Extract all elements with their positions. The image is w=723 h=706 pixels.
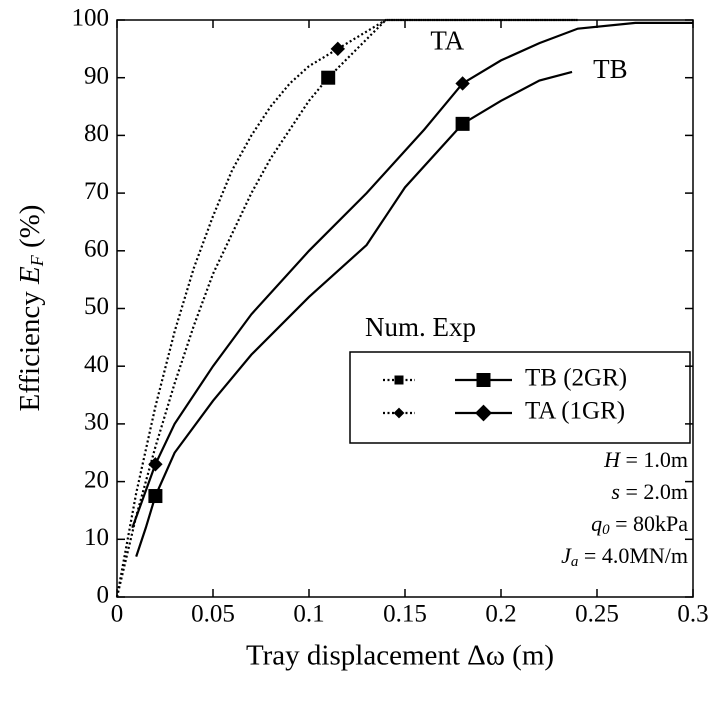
x-tick-label: 0.2: [485, 601, 516, 628]
y-tick-label: 90: [84, 62, 109, 89]
y-tick-label: 30: [84, 409, 109, 436]
y-tick-label: 70: [84, 178, 109, 205]
series-line: [115, 18, 578, 598]
legend-title: Num. Exp: [365, 312, 476, 342]
parameter: H = 1.0m: [603, 447, 688, 472]
legend-marker: [394, 375, 404, 385]
parameter-value: = 2.0m: [620, 479, 688, 504]
legend-marker: [475, 404, 492, 422]
x-tick-label: 0.3: [677, 601, 708, 628]
parameter-value: = 1.0m: [620, 447, 688, 472]
annotation: TB: [593, 54, 628, 84]
x-tick-label: 0.05: [191, 601, 235, 628]
parameter-symbol: J: [561, 543, 572, 568]
y-label-text: Efficiency: [14, 284, 46, 411]
marker: [455, 116, 470, 131]
x-tick-label: 0.15: [383, 601, 427, 628]
series-line: [115, 18, 578, 598]
legend-marker: [393, 407, 405, 419]
marker: [148, 457, 163, 472]
plot-frame: [116, 19, 694, 598]
y-axis-label: Efficiency EF (%): [14, 205, 47, 412]
marker: [321, 70, 336, 85]
x-axis-label: Tray displacement Δω (m): [246, 640, 554, 672]
parameter-sub: a: [571, 554, 579, 570]
y-label-unit: (%): [14, 205, 46, 256]
marker: [148, 489, 163, 504]
legend-label: TB (2GR): [525, 365, 627, 392]
parameter-symbol: s: [611, 479, 620, 504]
legend-box: [349, 351, 691, 444]
y-tick-label: 100: [72, 5, 110, 32]
y-label-sub: F: [27, 254, 47, 267]
x-tick-label: 0.25: [575, 601, 619, 628]
y-tick-label: 0: [97, 582, 110, 609]
parameter: Ja = 4.0MN/m: [561, 543, 688, 570]
parameter: s = 2.0m: [611, 479, 688, 504]
legend-marker: [476, 373, 491, 387]
parameter-sub: 0: [602, 522, 610, 538]
series-line: [131, 21, 693, 529]
series-line: [135, 70, 573, 557]
x-tick-label: 0.1: [293, 601, 324, 628]
y-tick-label: 50: [84, 293, 109, 320]
y-tick-label: 20: [84, 466, 109, 493]
parameter-symbol: q: [591, 511, 602, 536]
y-tick-label: 60: [84, 236, 109, 263]
parameter-value: = 80kPa: [610, 511, 689, 536]
y-tick-label: 40: [84, 351, 109, 378]
legend-label: TA (1GR): [525, 398, 625, 425]
x-tick-label: 0: [111, 601, 124, 628]
y-tick-label: 10: [84, 524, 109, 551]
marker: [330, 41, 345, 57]
marker: [455, 76, 470, 91]
y-tick-label: 80: [84, 120, 109, 147]
annotation: TA: [430, 25, 464, 55]
parameter-value: = 4.0MN/m: [578, 543, 688, 568]
parameter: q0 = 80kPa: [591, 511, 688, 538]
parameter-symbol: H: [603, 447, 621, 472]
y-label-symbol: E: [14, 266, 46, 285]
